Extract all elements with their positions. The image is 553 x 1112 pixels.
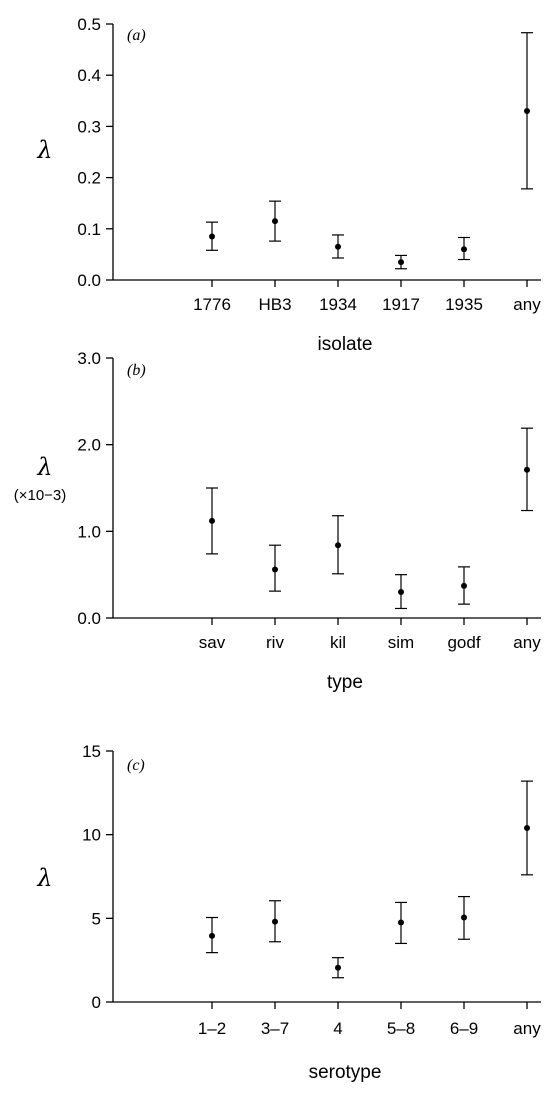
- x-tick-label: sav: [199, 633, 226, 652]
- data-point: [335, 964, 341, 971]
- x-tick-label: riv: [266, 633, 284, 652]
- y-tick-label: 0.0: [77, 609, 101, 628]
- x-tick-label: 1934: [319, 295, 357, 314]
- y-tick-label: 2.0: [77, 436, 101, 455]
- y-tick-label: 0: [92, 993, 101, 1012]
- x-tick-label: 5–8: [387, 1019, 415, 1038]
- data-point: [272, 218, 278, 225]
- x-tick-label: any: [513, 633, 541, 652]
- y-tick-label: 1.0: [77, 522, 101, 541]
- data-point: [335, 243, 341, 250]
- data-point: [398, 589, 404, 595]
- y-tick-label: 5: [92, 909, 101, 928]
- data-point: [209, 932, 215, 939]
- x-tick-label: kil: [330, 633, 346, 652]
- x-tick-label: 1–2: [198, 1019, 226, 1038]
- panel-label: (b): [127, 362, 146, 379]
- data-point: [524, 466, 530, 473]
- y-tick-label: 3.0: [77, 349, 101, 368]
- x-tick-label: HB3: [258, 295, 291, 314]
- data-point: [272, 918, 278, 925]
- y-tick-label: 0.1: [77, 220, 101, 239]
- data-point: [461, 246, 467, 253]
- x-axis-label: serotype: [309, 1062, 382, 1083]
- y-axis-label: λ: [36, 453, 52, 481]
- y-axis-scale-label: (×10−3): [14, 487, 67, 504]
- y-tick-label: 0.0: [77, 271, 101, 290]
- x-axis-label: isolate: [318, 334, 373, 355]
- data-point: [398, 259, 404, 266]
- data-point: [524, 108, 530, 115]
- data-point: [209, 233, 215, 240]
- x-tick-label: 4: [333, 1019, 342, 1038]
- panel-label: (c): [127, 757, 145, 774]
- x-tick-label: godf: [447, 633, 480, 652]
- chart-panel-1: 0.0 0.1 0.2 0.3 0.4 0.5 1776 HB3 1934 1917 1935 any…: [36, 15, 541, 355]
- y-axis-label: λ: [36, 136, 52, 164]
- x-tick-label: 3–7: [261, 1019, 289, 1038]
- panel-label: (a): [127, 27, 146, 44]
- x-tick-label: 1776: [193, 295, 231, 314]
- y-axis-label: λ: [36, 864, 52, 892]
- x-tick-label: 6–9: [450, 1019, 478, 1038]
- y-tick-label: 0.2: [77, 169, 101, 188]
- data-point: [461, 582, 467, 589]
- y-tick-label: 0.4: [77, 66, 101, 85]
- data-point: [398, 919, 404, 926]
- data-point: [272, 566, 278, 573]
- data-point: [524, 824, 530, 831]
- x-tick-label: 1917: [382, 295, 420, 314]
- data-point: [209, 517, 215, 524]
- data-point: [335, 542, 341, 549]
- x-tick-label: any: [513, 295, 541, 314]
- x-tick-label: 1935: [445, 295, 483, 314]
- x-tick-label: sim: [388, 633, 414, 652]
- data-point: [461, 914, 467, 921]
- chart-panel-2: 0.0 1.0 2.0 3.0 sav riv kil sim godf any type λ (×10…: [14, 349, 541, 693]
- y-tick-label: 0.3: [77, 117, 101, 136]
- chart-panel-3: 0 5 10 15 1–2 3–7 4 5–8 6–9 any serotype λ (c): [36, 742, 541, 1083]
- y-tick-label: 0.5: [77, 15, 101, 34]
- x-tick-label: any: [513, 1019, 541, 1038]
- x-axis-label: type: [327, 672, 363, 693]
- y-tick-label: 10: [82, 826, 101, 845]
- y-tick-label: 15: [82, 742, 101, 761]
